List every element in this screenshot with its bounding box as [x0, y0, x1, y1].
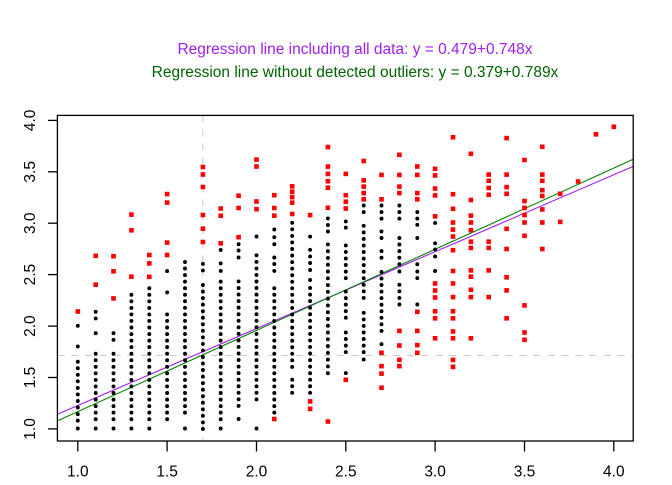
svg-text:2.0: 2.0 — [246, 464, 268, 481]
svg-text:4.0: 4.0 — [22, 109, 39, 131]
svg-text:Regression line without detect: Regression line without detected outlier… — [152, 64, 559, 81]
svg-text:3.5: 3.5 — [514, 464, 536, 481]
svg-text:4.0: 4.0 — [603, 464, 625, 481]
svg-text:1.0: 1.0 — [67, 464, 89, 481]
svg-text:2.5: 2.5 — [22, 264, 39, 286]
svg-text:1.5: 1.5 — [156, 464, 178, 481]
svg-text:1.0: 1.0 — [22, 418, 39, 440]
svg-text:2.0: 2.0 — [22, 315, 39, 337]
svg-text:3.5: 3.5 — [22, 161, 39, 183]
svg-text:3.0: 3.0 — [22, 212, 39, 234]
svg-text:1.5: 1.5 — [22, 367, 39, 389]
svg-text:Regression line including all: Regression line including all data: y = … — [177, 41, 532, 58]
svg-text:3.0: 3.0 — [424, 464, 446, 481]
svg-text:2.5: 2.5 — [335, 464, 357, 481]
